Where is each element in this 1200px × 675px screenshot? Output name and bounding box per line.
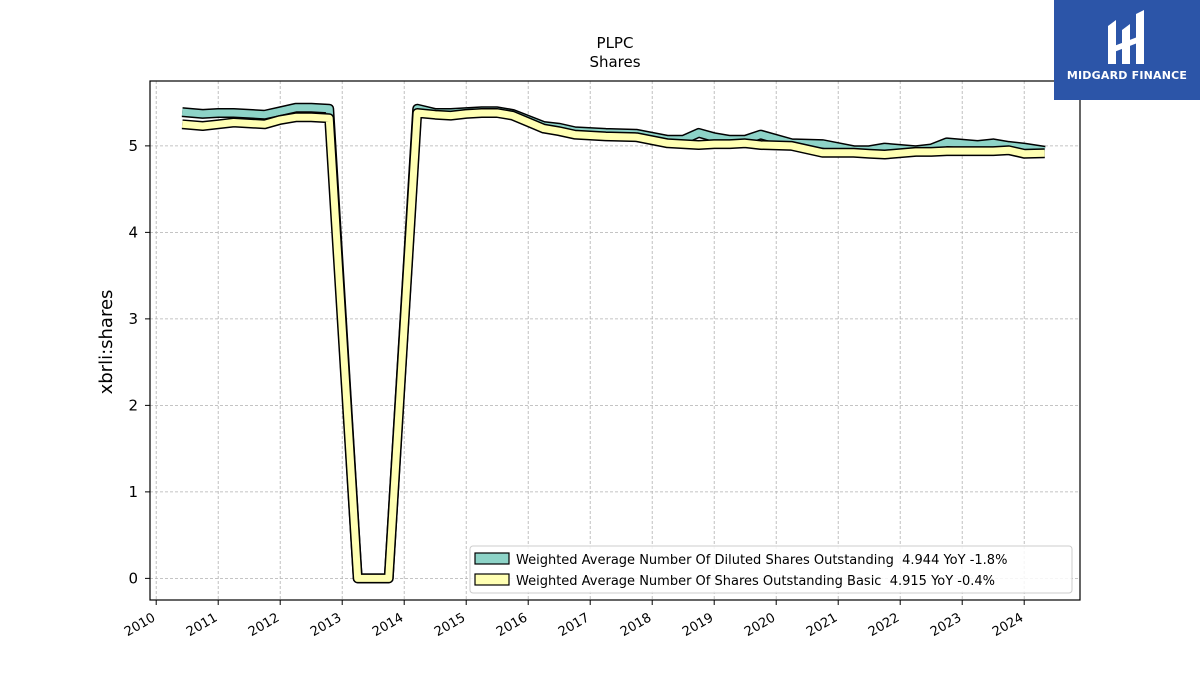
x-tick-label: 2024	[990, 610, 1026, 640]
x-tick-label: 2012	[246, 610, 282, 640]
y-tick-label: 0	[128, 569, 138, 587]
x-tick-label: 2010	[122, 610, 158, 640]
plot-lines	[181, 102, 1046, 584]
legend-box	[469, 545, 1073, 594]
midgard-finance-logo: MIDGARD FINANCE	[1054, 0, 1200, 100]
series-line-1	[181, 109, 1045, 582]
x-tick-label: 2015	[432, 610, 468, 640]
x-tick-label: 2011	[184, 610, 220, 640]
legend-label-diluted: Weighted Average Number Of Diluted Share…	[516, 553, 1007, 568]
grid	[150, 81, 1080, 600]
x-tick-label: 2014	[370, 610, 406, 640]
x-tick-label: 2018	[618, 610, 654, 640]
y-tick-label: 5	[128, 137, 138, 155]
chart-subtitle: Shares	[589, 53, 640, 71]
x-tick-label: 2019	[680, 610, 716, 640]
x-tick-label: 2016	[494, 610, 530, 640]
legend-swatch-diluted	[474, 552, 510, 565]
series-outline-0	[181, 102, 1046, 584]
x-tick-label: 2013	[308, 610, 344, 640]
y-axis-label: xbrli:shares	[96, 290, 117, 395]
logo-text: MIDGARD FINANCE	[1066, 69, 1188, 82]
legend: Weighted Average Number Of Diluted Share…	[469, 545, 1073, 594]
legend-label-basic: Weighted Average Number Of Shares Outsta…	[516, 574, 995, 589]
chart-title: PLPC	[597, 34, 634, 52]
x-tick-label: 2022	[866, 610, 902, 640]
legend-swatch-basic	[474, 573, 510, 586]
x-tick-label: 2020	[742, 610, 778, 640]
y-tick-label: 4	[128, 223, 138, 241]
series-outline-1	[181, 108, 1045, 584]
y-tick-label: 2	[128, 396, 138, 414]
plot-frame	[149, 80, 1081, 601]
x-tick-label: 2021	[804, 610, 840, 640]
series-line-0	[181, 104, 1046, 582]
x-tick-label: 2023	[928, 610, 964, 640]
x-axis: 2010 2011 2012 2013 2014 2015 2016 2017 2018 2019…	[122, 600, 1026, 640]
x-tick-label: 2017	[556, 610, 592, 640]
y-axis: 0 1 2 3 4 5	[128, 137, 150, 587]
logo-mark-icon	[1108, 10, 1144, 64]
y-tick-label: 1	[128, 483, 138, 501]
y-tick-label: 3	[128, 310, 138, 328]
